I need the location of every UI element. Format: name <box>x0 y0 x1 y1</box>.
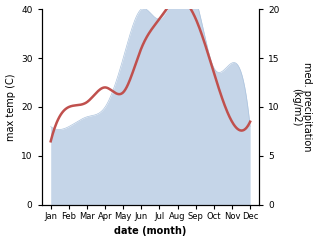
Y-axis label: med. precipitation
(kg/m2): med. precipitation (kg/m2) <box>291 62 313 152</box>
X-axis label: date (month): date (month) <box>114 227 187 236</box>
Y-axis label: max temp (C): max temp (C) <box>5 73 16 141</box>
